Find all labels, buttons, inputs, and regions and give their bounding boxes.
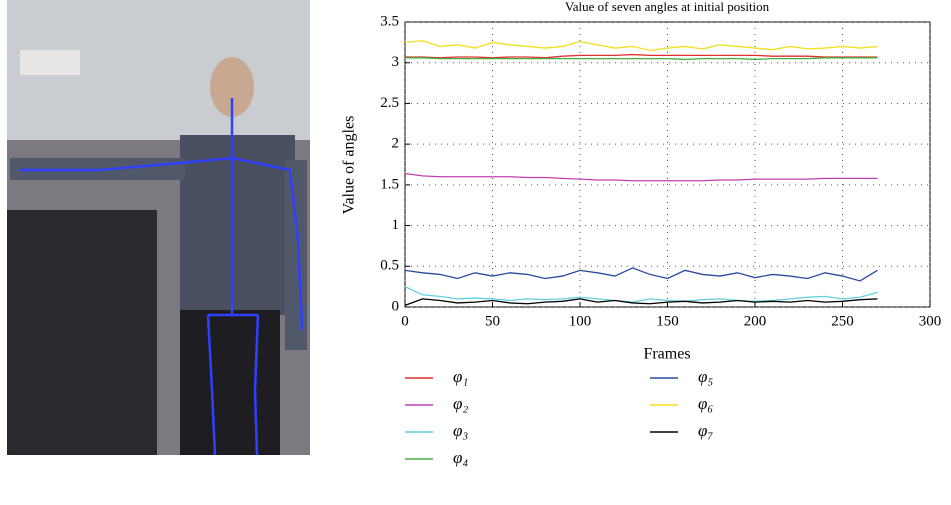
- sweater: [180, 135, 295, 315]
- legend-label: φ₁: [453, 367, 468, 386]
- y-tick-label: 0: [392, 298, 400, 314]
- series-line: [404, 40, 878, 52]
- x-tick-label: 0: [401, 313, 409, 329]
- legend-label: φ₆: [698, 394, 713, 413]
- legend-label: φ₅: [698, 367, 713, 386]
- series-line: [404, 286, 878, 303]
- legend-label: φ₄: [453, 448, 468, 467]
- series-line: [405, 57, 878, 61]
- y-axis-label: Value of angles: [341, 116, 358, 215]
- chart-title: Value of seven angles at initial positio…: [565, 0, 770, 14]
- arm: [285, 160, 307, 350]
- arms: [20, 156, 304, 331]
- leg: [253, 314, 260, 456]
- y-tick-label: 2.5: [380, 95, 399, 111]
- x-tick-label: 300: [919, 313, 942, 329]
- y-tick-label: 1.5: [380, 176, 399, 192]
- y-tick-label: 3.5: [380, 13, 399, 29]
- head: [210, 57, 254, 117]
- y-tick-label: 3: [392, 54, 400, 70]
- leg: [206, 314, 217, 456]
- air-conditioner: [20, 50, 80, 75]
- skeleton: [20, 98, 304, 456]
- legend-label: φ₂: [453, 394, 468, 413]
- series-line: [404, 298, 878, 306]
- legend-label: φ₃: [453, 421, 468, 440]
- y-tick-label: 2: [392, 136, 400, 152]
- legend-label: φ₇: [698, 421, 713, 440]
- x-tick-label: 200: [744, 313, 767, 329]
- series-line: [405, 53, 878, 59]
- series-line: [404, 267, 878, 282]
- office-desk: [7, 210, 157, 455]
- x-tick-label: 250: [831, 313, 854, 329]
- y-tick-label: 1: [392, 217, 400, 233]
- x-axis-label: Frames: [643, 346, 690, 363]
- series-line: [404, 172, 878, 182]
- photo: [7, 0, 310, 456]
- x-tick-label: 150: [656, 313, 679, 329]
- trousers: [180, 310, 280, 455]
- x-tick-label: 100: [569, 313, 592, 329]
- x-tick-label: 50: [485, 313, 500, 329]
- y-tick-label: 0.5: [380, 258, 399, 274]
